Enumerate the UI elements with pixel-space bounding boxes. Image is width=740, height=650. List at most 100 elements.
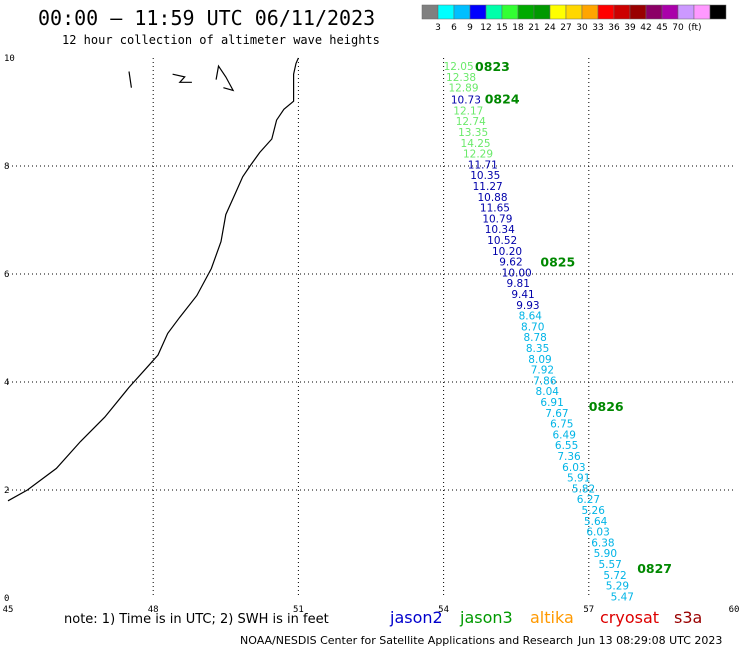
wave-height-label: 8.64 [519, 311, 543, 323]
wave-height-label: 10.88 [477, 192, 507, 204]
wave-height-label: 10.79 [482, 213, 512, 225]
colorbar-label: 27 [560, 23, 571, 33]
wave-height-label: 6.38 [591, 537, 614, 549]
x-tick-label: 48 [148, 605, 159, 615]
coastline [7, 57, 299, 502]
mission-s3a: s3a [674, 608, 703, 627]
wave-height-label: 9.81 [507, 278, 530, 290]
colorbar-swatch [485, 4, 503, 20]
y-tick-label: 4 [4, 378, 9, 388]
colorbar-label: 42 [640, 23, 651, 33]
colorbar-label: 3 [435, 23, 441, 33]
wave-height-label: 11.71 [468, 159, 498, 171]
wave-height-label: 11.27 [473, 181, 503, 193]
map-subtitle: 12 hour collection of altimeter wave hei… [62, 33, 380, 47]
map-title: 00:00 – 11:59 UTC 06/11/2023 [38, 6, 376, 30]
x-tick-label: 57 [583, 605, 594, 615]
wave-height-label: 5.90 [594, 548, 617, 560]
mission-cryosat: cryosat [600, 608, 660, 627]
footer-timestamp: Jun 13 08:29:08 UTC 2023 [578, 634, 723, 647]
colorbar-swatch [549, 4, 567, 20]
wave-height-label: 13.35 [458, 127, 488, 139]
colorbar-label: 30 [576, 23, 588, 33]
wave-height-label: 5.29 [606, 581, 629, 593]
colorbar-swatch [661, 4, 679, 20]
y-tick-label: 10 [4, 54, 15, 64]
wave-height-label: 8.78 [523, 332, 546, 344]
colorbar-swatch [709, 4, 727, 20]
colorbar-label: 18 [512, 23, 524, 33]
wave-height-label: 10.34 [485, 224, 515, 236]
colorbar-swatch [693, 4, 711, 20]
y-tick-label: 6 [4, 270, 9, 280]
wave-height-label: 6.03 [586, 527, 609, 539]
wave-height-label: 10.52 [487, 235, 517, 247]
colorbar-swatch [437, 4, 455, 20]
colorbar-label: 70 [672, 23, 684, 33]
colorbar-swatch [421, 4, 439, 20]
wave-height-label: 7.36 [557, 451, 581, 463]
wave-height-label: 6.55 [555, 440, 578, 452]
x-tick-label: 51 [293, 605, 304, 615]
time-label: 0824 [485, 92, 520, 107]
island-outline [172, 73, 192, 83]
colorbar-label: 33 [592, 23, 603, 33]
wave-height-label: 12.29 [463, 149, 493, 161]
colorbar-swatch [517, 4, 535, 20]
island-outline [128, 71, 132, 88]
wave-height-label: 5.47 [611, 591, 634, 603]
wave-height-label: 12.05 [444, 61, 474, 73]
wave-height-label: 14.25 [461, 138, 491, 150]
island-outline [215, 64, 235, 92]
wave-height-label: 9.41 [511, 289, 534, 301]
wave-height-label: 8.04 [536, 386, 560, 398]
wave-height-label: 6.91 [540, 397, 563, 409]
colorbar-swatch [629, 4, 647, 20]
x-tick-label: 54 [438, 605, 449, 615]
wave-height-label: 11.65 [480, 203, 510, 215]
colorbar-label: 21 [528, 23, 539, 33]
wave-height-label: 12.17 [453, 105, 483, 117]
colorbar-label: 45 [656, 23, 667, 33]
time-label: 0823 [475, 59, 510, 74]
wave-height-label: 5.26 [582, 505, 606, 517]
colorbar-swatch [501, 4, 519, 20]
wave-height-label: 12.89 [448, 83, 478, 95]
wave-height-label: 5.91 [567, 473, 590, 485]
colorbar-label: 9 [467, 23, 473, 33]
footer-source: NOAA/NESDIS Center for Satellite Applica… [240, 634, 574, 647]
colorbar-swatch [581, 4, 599, 20]
wave-height-label: 6.49 [553, 429, 576, 441]
wave-height-label: 7.92 [531, 365, 554, 377]
time-label: 0825 [540, 255, 575, 270]
wave-height-label: 8.35 [526, 343, 549, 355]
colorbar-label: 36 [608, 23, 620, 33]
colorbar-swatch [533, 4, 551, 20]
x-tick-label: 60 [729, 605, 740, 615]
wave-height-label: 7.67 [545, 408, 568, 420]
wave-height-label: 12.74 [456, 116, 486, 128]
colorbar-label: 39 [624, 23, 636, 33]
wave-height-label: 8.09 [528, 354, 551, 366]
wave-height-label: 10.20 [492, 246, 522, 258]
wave-height-label: 5.64 [584, 516, 608, 528]
x-tick-label: 45 [3, 605, 14, 615]
wave-height-label: 7.86 [533, 375, 557, 387]
wave-height-label: 5.57 [598, 559, 621, 571]
wave-height-label: 5.72 [603, 570, 626, 582]
colorbar-swatch [645, 4, 663, 20]
wave-height-label: 10.35 [470, 170, 500, 182]
mission-altika: altika [530, 608, 574, 627]
colorbar-swatch [565, 4, 583, 20]
wave-height-label: 6.03 [562, 462, 585, 474]
colorbar-swatch [453, 4, 471, 20]
colorbar-label: 6 [451, 23, 457, 33]
wave-height-label: 12.38 [446, 72, 476, 84]
wave-height-label: 6.75 [550, 419, 573, 431]
wave-height-label: 9.93 [516, 300, 539, 312]
wave-height-label: 9.62 [499, 257, 522, 269]
wave-height-label: 6.27 [577, 494, 600, 506]
y-tick-label: 0 [4, 594, 9, 604]
wave-height-label: 10.73 [451, 95, 481, 107]
